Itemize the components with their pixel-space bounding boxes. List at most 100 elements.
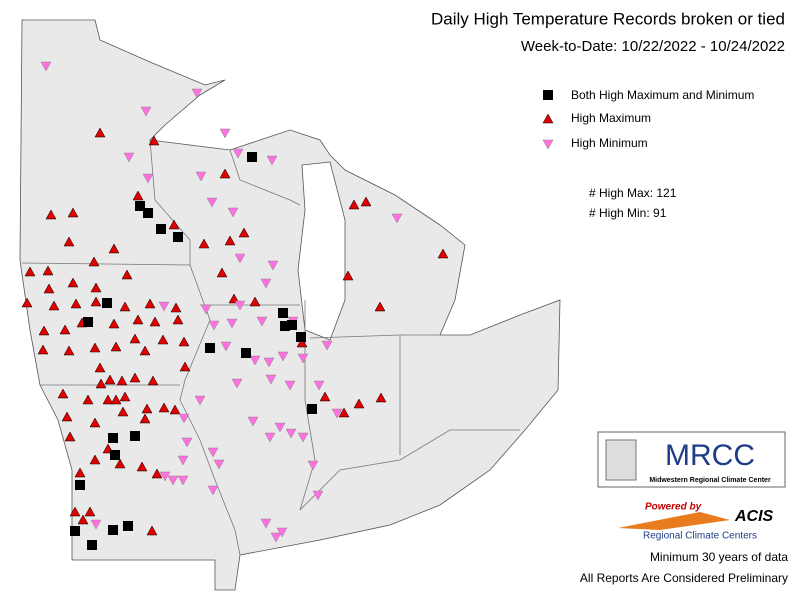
high-min-marker [195,171,207,182]
both-marker [296,332,306,342]
high-max-marker [67,207,79,218]
high-max-marker [136,461,148,472]
high-max-marker [179,361,191,372]
acis-name: ACIS [734,508,774,525]
mrcc-logo-map [605,439,637,481]
high-min-marker [231,378,243,389]
both-marker [83,317,93,327]
high-min-marker [140,106,152,117]
high-max-marker [102,394,114,405]
high-min-marker [207,447,219,458]
high-max-marker [42,265,54,276]
high-max-marker [139,345,151,356]
high-min-marker [220,341,232,352]
high-min-marker [142,173,154,184]
high-min-marker [181,437,193,448]
high-min-marker [158,301,170,312]
high-max-marker [69,506,81,517]
both-marker [280,321,290,331]
high-max-marker [342,270,354,281]
both-marker [87,540,97,550]
high-max-marker [63,236,75,247]
high-min-marker [227,207,239,218]
high-max-marker [146,525,158,536]
both-marker [143,208,153,218]
high-min-marker [247,416,259,427]
high-max-marker [216,267,228,278]
lake-michigan [297,161,346,341]
high-min-marker [265,374,277,385]
high-max-marker [338,407,350,418]
high-max-marker [59,324,71,335]
high-min-marker [90,519,102,530]
acis-powered: Powered by [645,502,702,513]
high-min-marker [274,422,286,433]
high-max-marker [249,296,261,307]
high-max-marker [117,406,129,417]
high-min-marker [159,471,171,482]
high-max-marker [119,391,131,402]
high-min-marker [391,213,403,224]
high-max-marker [348,199,360,210]
high-max-marker [129,372,141,383]
high-max-marker [63,345,75,356]
high-max-marker [172,314,184,325]
high-min-marker [260,278,272,289]
high-min-marker [226,318,238,329]
high-min-marker [206,197,218,208]
both-marker [75,480,85,490]
high-max-marker [178,336,190,347]
legend-max-icon [542,113,554,124]
high-max-marker [94,127,106,138]
high-max-marker [319,391,331,402]
high-max-marker [74,467,86,478]
high-max-marker [360,196,372,207]
high-max-marker [57,388,69,399]
high-min-marker [264,432,276,443]
high-max-marker [24,266,36,277]
high-min-marker [178,413,190,424]
high-max-marker [94,362,106,373]
high-min-marker [40,61,52,72]
high-min-marker [312,490,324,501]
both-marker [135,201,145,211]
high-min-marker [266,155,278,166]
legend-both-icon [543,90,553,100]
acis-subtitle: Regional Climate Centers [643,531,757,542]
high-max-marker [89,454,101,465]
high-max-marker [110,394,122,405]
legend-min-icon [542,139,554,150]
high-max-marker [61,411,73,422]
high-max-marker [45,209,57,220]
high-max-marker [70,298,82,309]
both-marker [307,404,317,414]
both-marker [70,526,80,536]
high-min-marker [234,300,246,311]
both-marker [156,224,166,234]
high-min-marker [167,475,179,486]
legend-label: Both High Maximum and Minimum [571,88,754,102]
high-min-marker [263,357,275,368]
high-max-marker [90,282,102,293]
mrcc-subtitle: Midwestern Regional Climate Center [649,477,771,484]
both-marker [247,152,257,162]
high-max-marker [108,318,120,329]
high-min-marker [200,304,212,315]
high-max-marker [437,248,449,259]
high-min-marker [191,88,203,99]
high-max-marker [84,506,96,517]
high-max-marker [374,301,386,312]
high-min-marker [123,152,135,163]
high-max-marker [37,344,49,355]
high-min-marker [232,148,244,159]
legend-label: High Minimum [571,136,648,150]
high-max-marker [90,296,102,307]
high-max-marker [151,468,163,479]
high-max-marker [121,269,133,280]
high-max-marker [149,316,161,327]
high-max-marker [158,402,170,413]
high-max-marker [141,403,153,414]
markers [21,61,449,550]
count: # High Min: 91 [589,206,667,220]
both-marker [241,348,251,358]
